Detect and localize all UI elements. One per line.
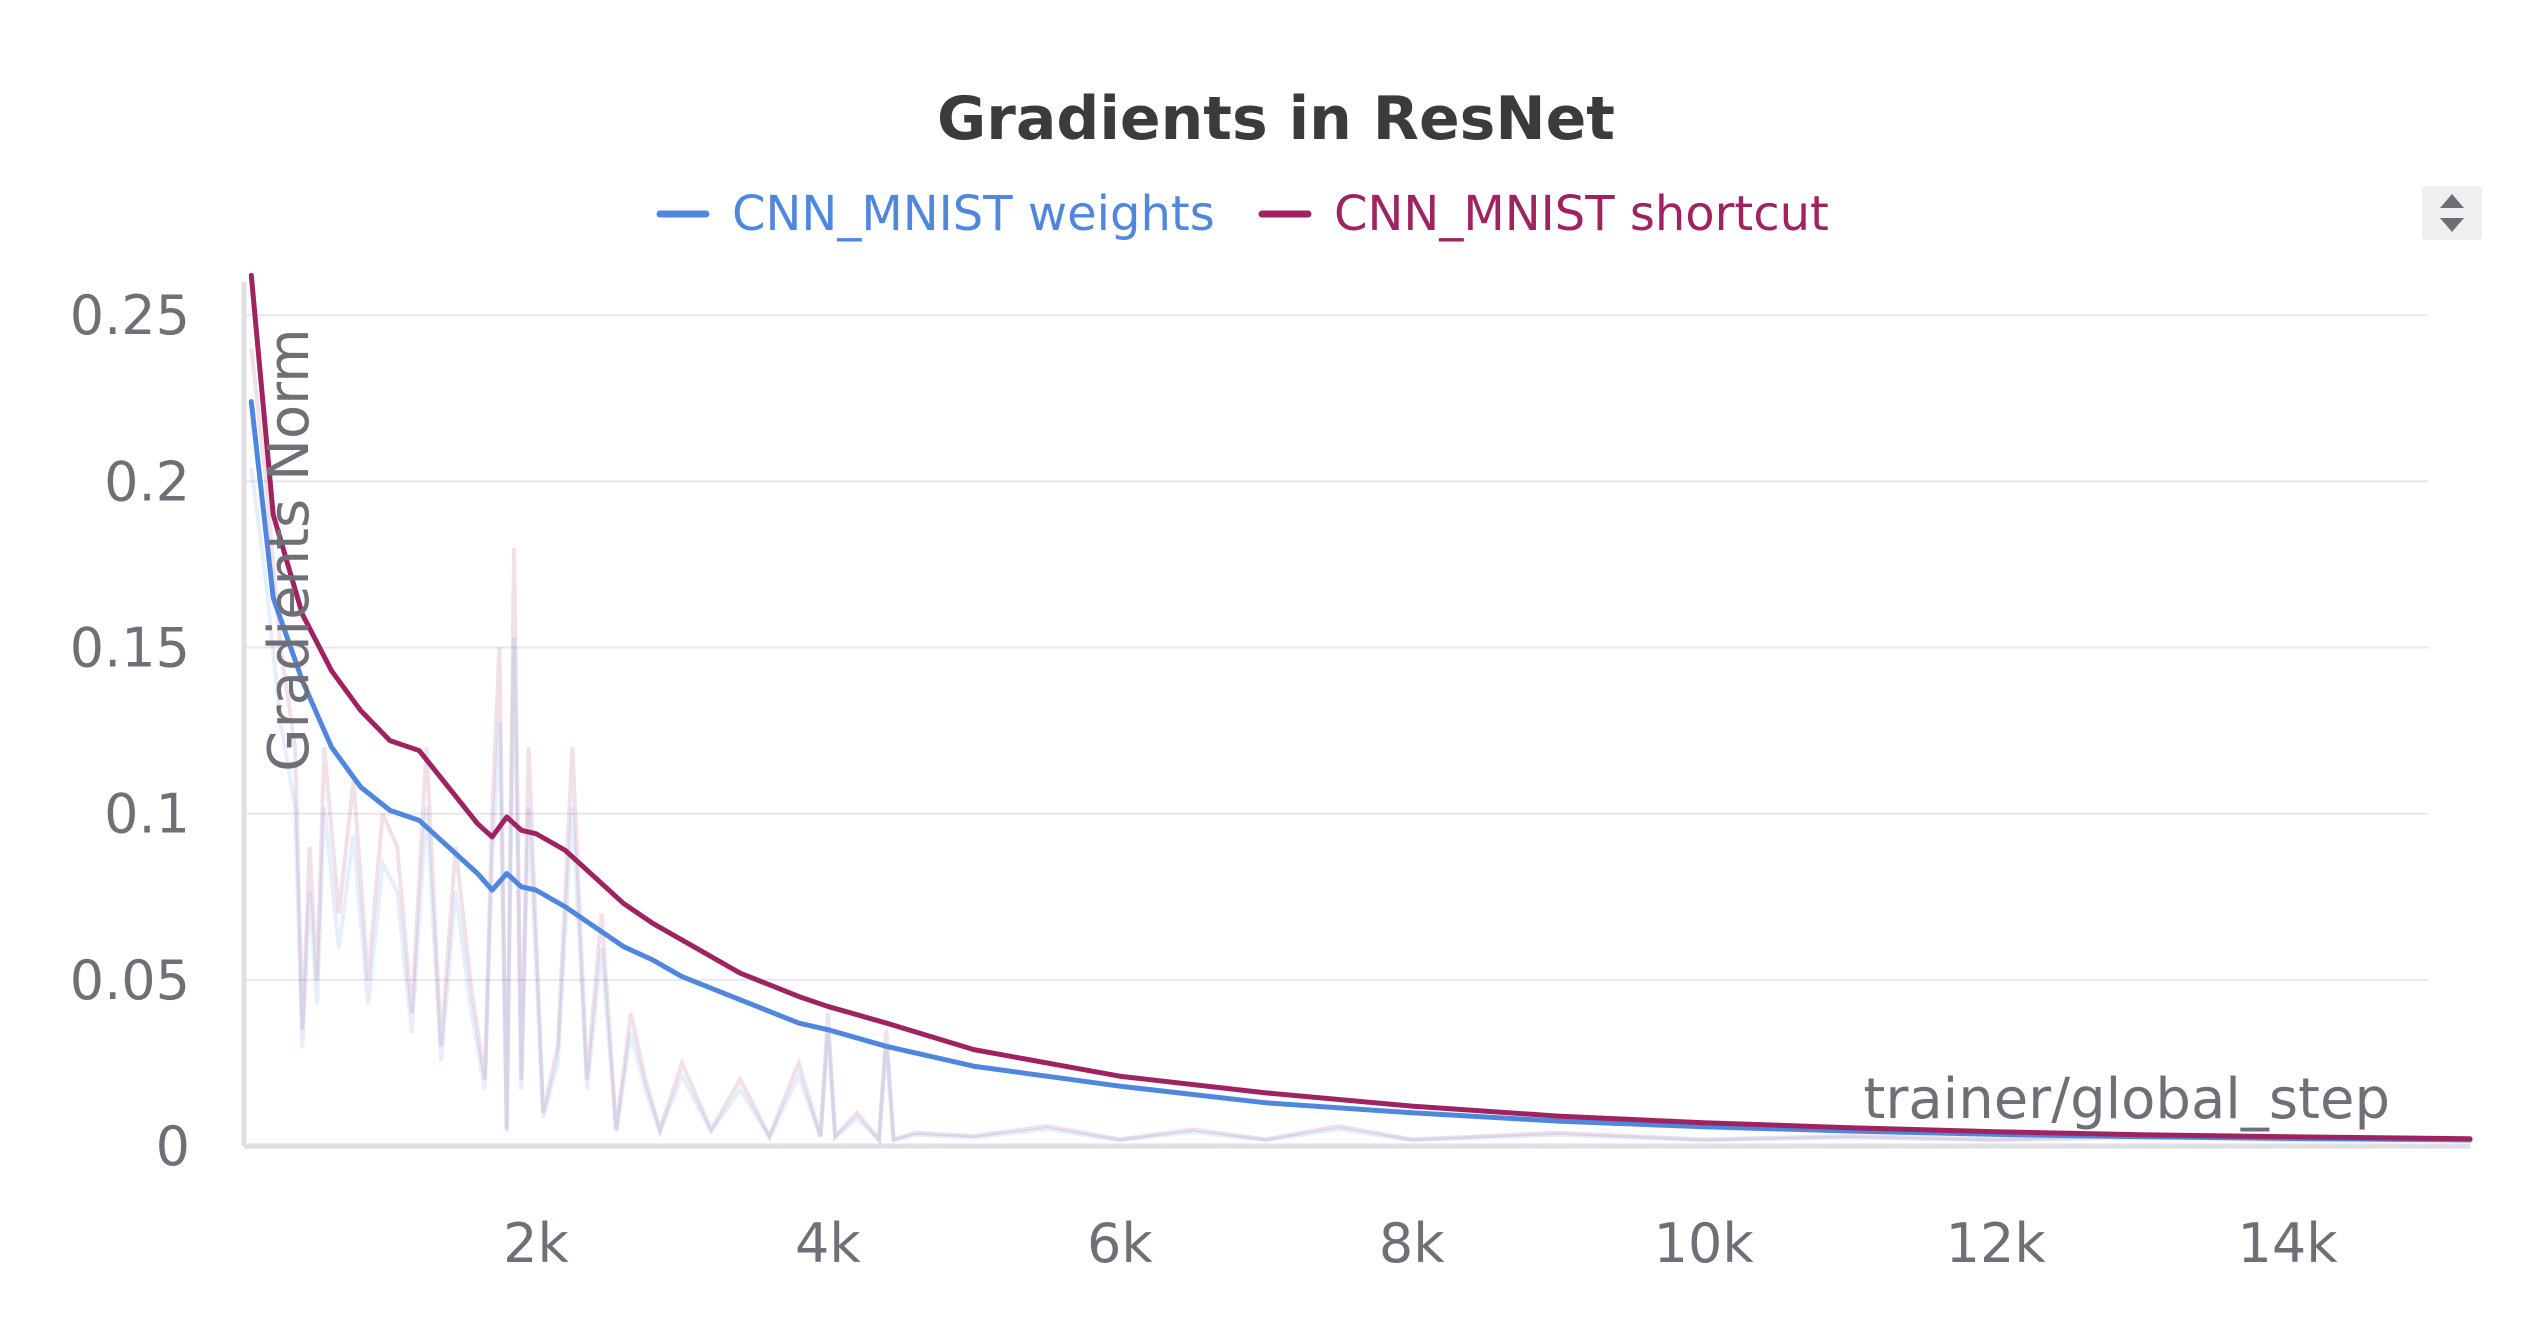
x-tick-label: 12k (1946, 1212, 2047, 1275)
series-line-shortcut[interactable] (248, 272, 2473, 1142)
y-tick-label: 0.05 (70, 949, 190, 1012)
raw-series-line-weights (249, 467, 2434, 1145)
legend-label-weights: CNN_MNIST weights (732, 186, 1215, 242)
scroll-up-icon[interactable] (2440, 194, 2464, 208)
legend-item-shortcut[interactable]: CNN_MNIST shortcut (1258, 186, 1829, 242)
series-lines (248, 272, 2473, 1143)
y-tick-label: 0.15 (70, 617, 190, 680)
legend-label-shortcut: CNN_MNIST shortcut (1334, 186, 1829, 242)
y-tick-label: 0.25 (70, 284, 190, 347)
y-tick-label: 0.1 (104, 783, 190, 846)
series-line-weights[interactable] (248, 399, 2473, 1143)
legend: CNN_MNIST weights CNN_MNIST shortcut (656, 186, 1829, 242)
scroll-down-icon[interactable] (2440, 218, 2464, 232)
y-tick-label: 0.2 (104, 450, 190, 513)
raw-series-line-shortcut (249, 348, 2434, 1145)
x-axis-ticks: 2k 4k 6k 8k 10k 12k 14k (503, 1212, 2338, 1275)
legend-scroll-control[interactable] (2422, 186, 2482, 240)
grid (244, 314, 2428, 981)
x-tick-label: 2k (503, 1212, 569, 1275)
x-tick-label: 8k (1379, 1212, 1445, 1275)
x-tick-label: 14k (2238, 1212, 2339, 1275)
chart-title: Gradients in ResNet (937, 84, 1615, 154)
y-axis-ticks: 0 0.05 0.1 0.15 0.2 0.25 (70, 284, 190, 1178)
raw-series (249, 348, 2434, 1145)
y-axis-label: Gradients Norm (257, 328, 322, 771)
x-tick-label: 6k (1087, 1212, 1153, 1275)
x-tick-label: 10k (1654, 1212, 1755, 1275)
y-tick-label: 0 (156, 1115, 190, 1178)
x-axis-label: trainer/global_step (1863, 1067, 2390, 1132)
legend-item-weights[interactable]: CNN_MNIST weights (656, 186, 1215, 242)
x-tick-label: 4k (795, 1212, 861, 1275)
legend-scroll-box (2422, 186, 2482, 240)
